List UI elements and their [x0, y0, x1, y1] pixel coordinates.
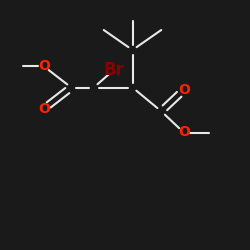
Text: O: O	[38, 102, 50, 116]
Text: O: O	[38, 59, 50, 73]
Text: O: O	[178, 83, 190, 97]
Text: Br: Br	[103, 61, 124, 79]
Text: O: O	[178, 126, 190, 140]
